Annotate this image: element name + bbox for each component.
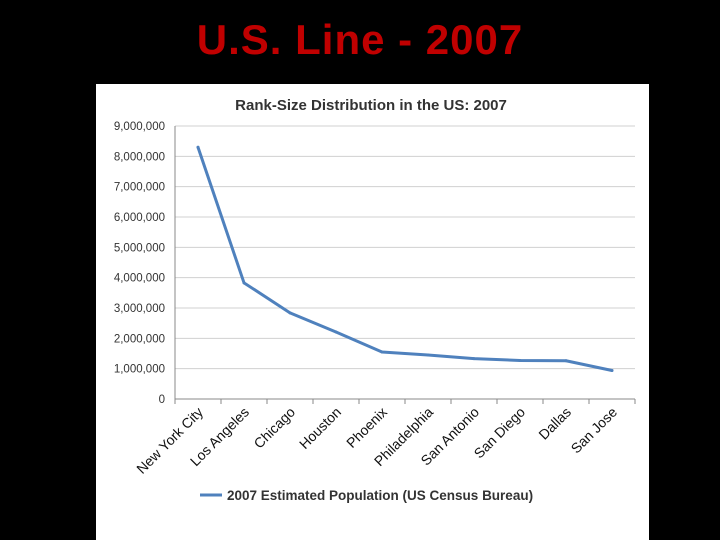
y-tick-label: 2,000,000 <box>114 333 165 345</box>
y-axis-ticks: 0 1,000,000 2,000,000 3,000,000 4,000,000 5,0… <box>114 121 165 406</box>
y-tick-label: 8,000,000 <box>114 151 165 163</box>
series-line <box>196 145 614 372</box>
legend: 2007 Estimated Population (US Census Bur… <box>200 488 533 503</box>
data-point <box>426 353 430 357</box>
y-tick-label: 1,000,000 <box>114 364 165 376</box>
rank-size-chart: Rank-Size Distribution in the US: 2007 0… <box>114 97 636 503</box>
data-point <box>518 358 522 362</box>
x-tick-label: Houston <box>296 404 344 452</box>
y-tick-label: 6,000,000 <box>114 212 165 224</box>
x-tick-label: San Jose <box>568 404 621 457</box>
y-tick-label: 0 <box>159 394 165 406</box>
series-layer <box>196 145 614 372</box>
data-point <box>196 145 200 149</box>
y-tick-label: 5,000,000 <box>114 242 165 254</box>
x-tick-label: Phoenix <box>343 404 390 451</box>
y-tick-label: 9,000,000 <box>114 121 165 133</box>
data-point <box>288 311 292 315</box>
chart-panel: Rank-Size Distribution in the US: 2007 0… <box>96 84 649 540</box>
chart-title: Rank-Size Distribution in the US: 2007 <box>235 97 507 114</box>
data-point <box>242 281 246 285</box>
data-point <box>334 330 338 334</box>
y-tick-label: 4,000,000 <box>114 273 165 285</box>
data-point <box>472 357 476 361</box>
x-tick-label: Chicago <box>250 404 298 452</box>
data-point <box>564 359 568 363</box>
gridlines <box>174 125 635 400</box>
legend-label: 2007 Estimated Population (US Census Bur… <box>227 488 533 503</box>
data-point <box>610 368 614 372</box>
slide-title: U.S. Line - 2007 <box>196 16 524 63</box>
data-point <box>380 350 384 354</box>
y-tick-label: 7,000,000 <box>114 182 165 194</box>
y-tick-label: 3,000,000 <box>114 303 165 315</box>
x-tick-label: Dallas <box>535 404 574 443</box>
